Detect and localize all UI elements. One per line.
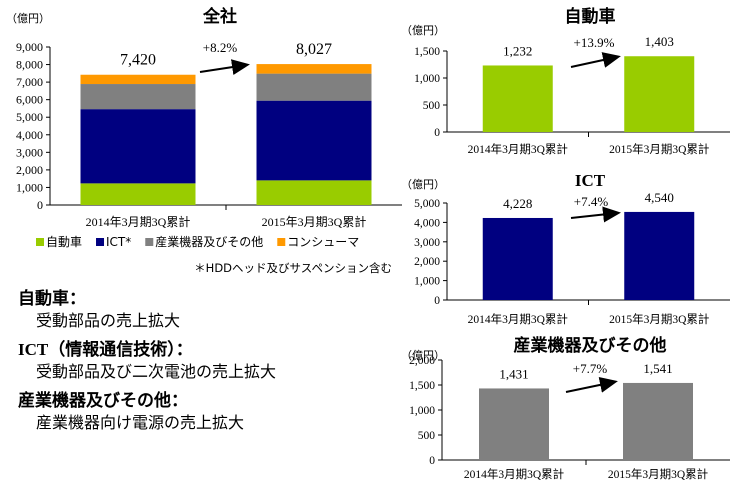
chart-3-growth-label: +7.7% (573, 361, 608, 376)
chart-0-bar-segment (80, 109, 196, 184)
chart-1-tick-label: 500 (423, 100, 441, 112)
chart-3-value-label: 1,431 (499, 366, 528, 381)
chart-3-tick-label: 1,000 (409, 405, 435, 417)
chart-2-tick-label: 4,000 (414, 217, 440, 229)
chart-0-bar-segment (80, 183, 196, 205)
chart-2-tick-label: 2,000 (414, 256, 440, 268)
chart-1-category-label: 2015年3月期3Q累計 (609, 142, 709, 156)
chart-0-tick-label: 9,000 (16, 40, 43, 54)
chart-1-growth-arrow (570, 52, 621, 68)
chart-1-tick-label: 1,500 (414, 46, 440, 58)
chart-0-total-label: 7,420 (120, 52, 156, 69)
chart-2-tick-label: 1,000 (414, 276, 440, 288)
chart-0-bar-segment (256, 64, 372, 74)
legend-label-2: 産業機器及びその他 (155, 234, 263, 249)
chart-0-growth-arrow (199, 59, 250, 76)
chart-0-tick-label: 3,000 (16, 145, 43, 159)
chart-2-bar (624, 211, 695, 300)
chart-2-growth-arrow (570, 206, 621, 223)
legend-swatch-3 (277, 238, 286, 246)
chart-1-bar (624, 56, 695, 132)
chart-3-category-label: 2015年3月期3Q累計 (608, 467, 708, 481)
chart-0-tick-label: 4,000 (16, 128, 43, 142)
chart-3-bar (623, 382, 693, 460)
chart-0-total-label: 8,027 (296, 41, 332, 58)
chart-0-tick-label: 0 (37, 198, 43, 212)
chart-3-title: 産業機器及びその他 (514, 335, 667, 356)
note-automotive-text: 受動部品の売上拡大 (36, 311, 181, 330)
chart-2-bar (482, 217, 553, 300)
chart-0-growth-label: +8.2% (203, 40, 238, 55)
chart-3-unit-label: （億円） (401, 349, 445, 362)
chart-2-unit-label: （億円） (401, 178, 445, 191)
chart-1-tick-label: 1,000 (414, 73, 440, 85)
chart-0-tick-label: 8,000 (16, 58, 43, 72)
legend-label-0: 自動車 (46, 235, 82, 249)
legend-label-3: コンシューマ (287, 235, 359, 249)
chart-0-tick-label: 2,000 (16, 163, 43, 177)
note-automotive-heading: 自動車： (18, 289, 86, 309)
chart-3-tick-label: 0 (429, 455, 435, 467)
chart-3-tick-label: 1,500 (409, 380, 435, 392)
chart-0-tick-label: 5,000 (16, 110, 43, 124)
chart-2-value-label: 4,540 (645, 190, 674, 205)
chart-1-growth-label: +13.9% (574, 35, 615, 50)
chart-2-category-label: 2014年3月期3Q累計 (468, 312, 568, 326)
chart-3-bar (479, 388, 549, 460)
note-ict-text: 受動部品及び二次電池の売上拡大 (36, 362, 277, 381)
chart-3-category-label: 2014年3月期3Q累計 (464, 467, 564, 481)
legend-swatch-1 (96, 238, 105, 246)
chart-3-tick-label: 2,000 (409, 355, 435, 367)
chart-0-category-label: 2014年3月期3Q累計 (86, 214, 191, 229)
chart-2-growth-label: +7.4% (574, 194, 609, 209)
chart-2-tick-label: 5,000 (414, 198, 440, 210)
chart-2-value-label: 4,228 (503, 196, 532, 211)
chart-2-tick-label: 0 (434, 295, 440, 307)
chart-1-category-label: 2014年3月期3Q累計 (468, 142, 568, 156)
note-industrial-text: 産業機器向け電源の売上拡大 (36, 413, 245, 432)
chart-3-growth-arrow (565, 377, 618, 393)
chart-0-bar-segment (256, 100, 372, 181)
chart-1-title: 自動車 (565, 6, 616, 27)
chart-1-value-label: 1,403 (645, 34, 674, 49)
chart-0-footnote: ＊HDDヘッド及びサスペンション含む (194, 261, 392, 275)
legend-label-1: ICT* (106, 235, 131, 249)
chart-0-unit-label: （億円） (6, 12, 50, 25)
chart-0-tick-label: 1,000 (16, 180, 43, 194)
chart-0-bar-segment (256, 73, 372, 101)
chart-3-value-label: 1,541 (643, 361, 672, 376)
chart-2-category-label: 2015年3月期3Q累計 (609, 312, 709, 326)
chart-3-tick-label: 500 (418, 430, 436, 442)
chart-0-category-label: 2015年3月期3Q累計 (262, 214, 367, 229)
chart-0-tick-label: 6,000 (16, 93, 43, 107)
chart-0-tick-label: 7,000 (16, 75, 43, 89)
chart-1-tick-label: 0 (434, 127, 440, 139)
notes-panel: 自動車： 受動部品の売上拡大 ICT（情報通信技術）： 受動部品及び二次電池の売… (18, 288, 398, 441)
chart-1-unit-label: （億円） (401, 24, 445, 37)
legend-swatch-2 (145, 238, 154, 246)
chart-0-title: 全社 (202, 6, 237, 27)
chart-1-bar (482, 65, 553, 132)
chart-0-bar-segment (80, 84, 196, 110)
chart-2-tick-label: 3,000 (414, 237, 440, 249)
note-industrial-heading: 産業機器及びその他： (18, 391, 188, 411)
chart-2-title: ICT (575, 171, 606, 190)
chart-0-bar-segment (80, 74, 196, 85)
note-ict-heading: ICT（情報通信技術）： (18, 340, 193, 359)
legend-swatch-0 (36, 238, 44, 246)
chart-1-value-label: 1,232 (503, 43, 532, 58)
chart-0-bar-segment (256, 180, 372, 205)
